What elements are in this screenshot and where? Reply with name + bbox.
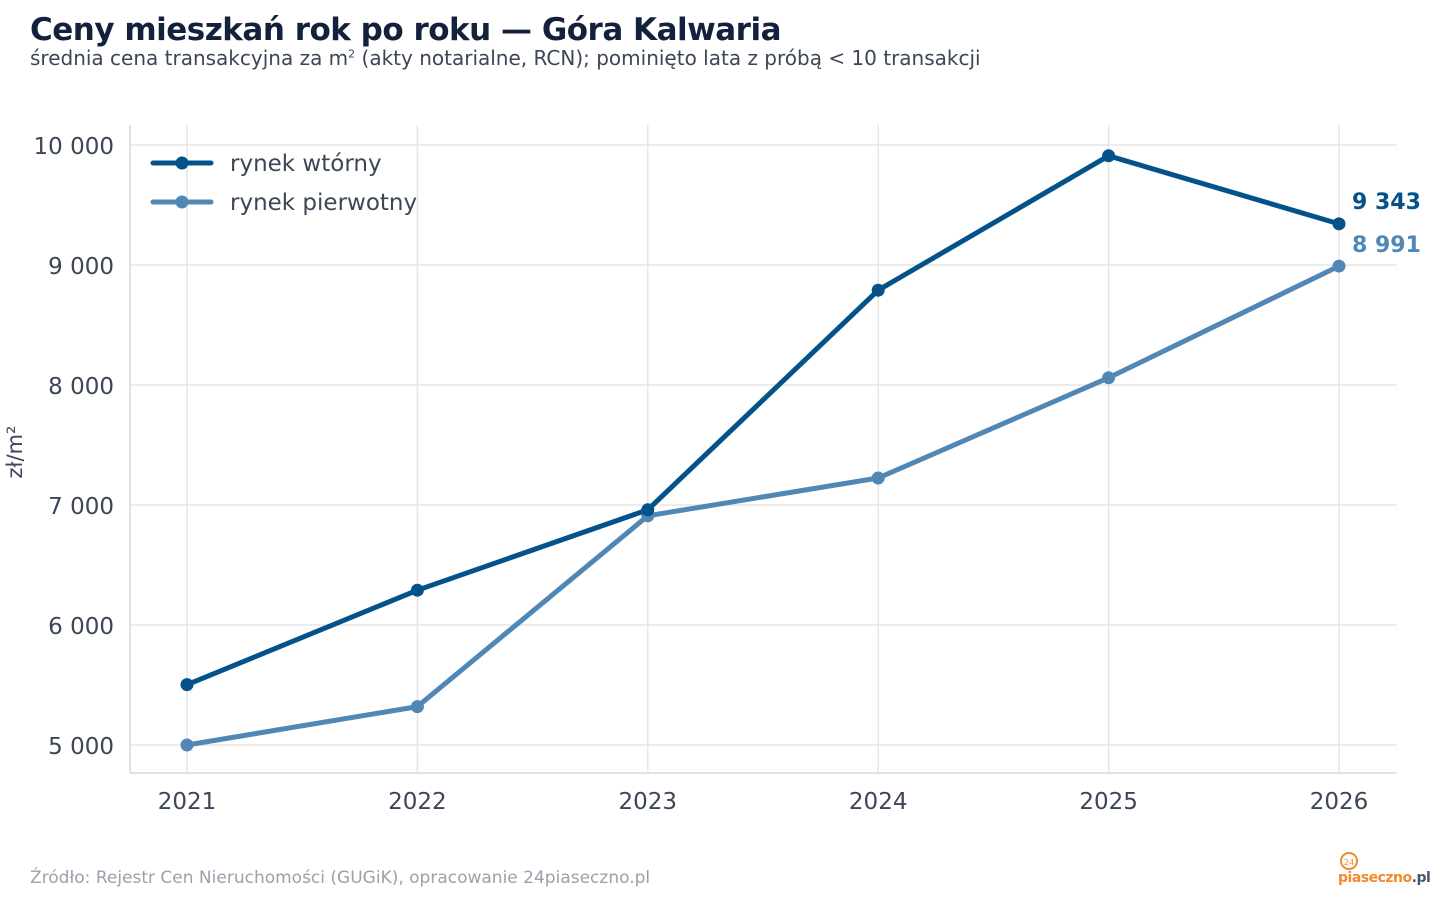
series-line (184, 263, 1342, 748)
data-point (1332, 217, 1346, 231)
chart-title: Ceny mieszkań rok po roku — Góra Kalwari… (30, 12, 782, 48)
legend-marker (175, 156, 189, 170)
data-point (410, 583, 424, 597)
y-axis-label: zł/m² (3, 426, 27, 479)
x-tick-label: 2022 (388, 789, 447, 815)
site-logo: 24 piaseczno.pl (1335, 850, 1431, 890)
y-tick-label: 9 000 (48, 254, 114, 280)
y-tick-label: 6 000 (48, 614, 114, 640)
logo-text-main: piaseczno (1338, 870, 1412, 886)
logo-badge-icon: 24 (1340, 852, 1358, 870)
data-point (410, 700, 424, 714)
data-point (1102, 371, 1116, 385)
data-point (1332, 259, 1346, 273)
x-tick-label: 2026 (1310, 789, 1369, 815)
data-point (641, 503, 655, 517)
subtitle-text-rest: (akty notarialne, RCN); pominięto lata z… (355, 46, 981, 70)
y-tick-label: 10 000 (34, 134, 114, 160)
data-point (180, 678, 194, 692)
subtitle-superscript: 2 (348, 47, 356, 61)
data-point (1102, 149, 1116, 163)
legend-label: rynek pierwotny (230, 190, 417, 216)
subtitle-text: średnia cena transakcyjna za m (30, 46, 349, 70)
x-tick-label: 2024 (849, 789, 908, 815)
logo-text-tld: .pl (1411, 870, 1431, 886)
logo-text: piaseczno.pl (1338, 870, 1431, 886)
y-tick-label: 7 000 (48, 494, 114, 520)
data-point (871, 471, 885, 485)
x-tick-label: 2025 (1079, 789, 1138, 815)
data-point (180, 738, 194, 752)
chart-subtitle: średnia cena transakcyjna za m2 (akty no… (30, 46, 981, 70)
end-value-label: 9 343 (1352, 190, 1421, 215)
y-tick-label: 5 000 (48, 734, 114, 760)
y-tick-label: 8 000 (48, 374, 114, 400)
series-line (184, 153, 1342, 688)
x-tick-label: 2021 (158, 789, 217, 815)
source-note: Źródło: Rejestr Cen Nieruchomości (GUGiK… (30, 868, 651, 888)
legend-marker (175, 195, 189, 209)
x-tick-label: 2023 (619, 789, 678, 815)
data-point (871, 283, 885, 297)
end-value-label: 8 991 (1352, 233, 1421, 258)
legend-label: rynek wtórny (230, 151, 382, 177)
